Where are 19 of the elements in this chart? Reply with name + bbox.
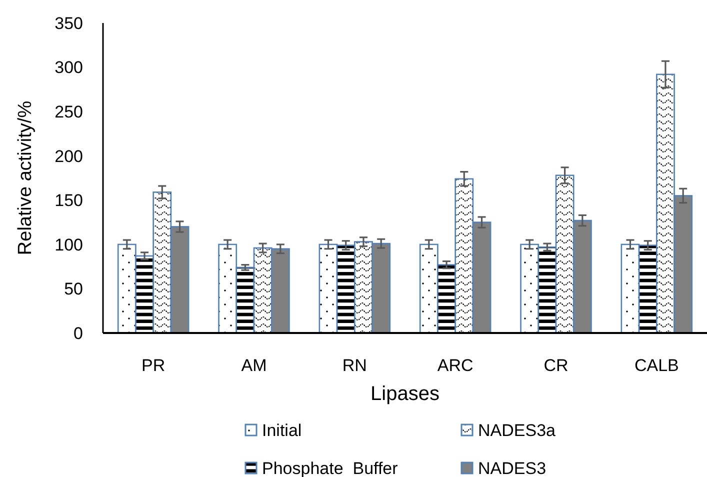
x-tick-label: CR [544, 356, 568, 375]
y-tick-label: 0 [74, 324, 83, 343]
legend-label: NADES3 [478, 458, 546, 477]
legend-label: NADES3a [478, 420, 556, 440]
y-tick-label: 150 [54, 191, 83, 210]
x-tick-label: RN [342, 356, 367, 375]
x-tick-label: PR [142, 356, 166, 375]
y-tick-label: 100 [54, 235, 83, 254]
y-axis-title: Relative activity/% [15, 100, 36, 256]
y-tick-label: 200 [54, 146, 83, 166]
y-tick-label: 350 [54, 14, 83, 33]
x-tick-label: ARC [437, 356, 474, 375]
y-tick-label: 250 [54, 102, 83, 122]
y-tick-label: 300 [54, 58, 83, 78]
legend-label: Initial [262, 420, 302, 440]
x-axis-title: Lipases [370, 383, 440, 405]
x-tick-label: AM [241, 356, 267, 375]
x-tick-label: CALB [634, 356, 679, 375]
y-tick-label: 50 [64, 280, 83, 299]
